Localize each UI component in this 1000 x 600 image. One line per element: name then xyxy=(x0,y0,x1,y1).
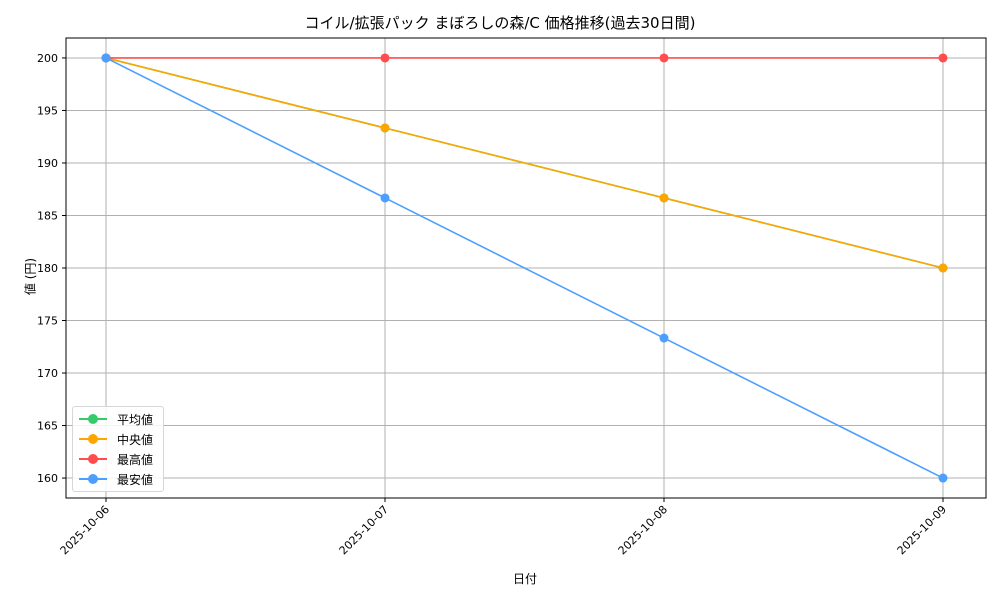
y-tick-label: 175 xyxy=(37,315,58,328)
data-point-marker xyxy=(380,193,390,203)
data-point-marker xyxy=(938,53,948,63)
data-point-marker xyxy=(659,333,669,343)
series-line xyxy=(105,57,944,479)
x-axis-label: 日付 xyxy=(512,572,537,586)
legend-marker-icon xyxy=(88,434,98,444)
legend-item-median: 中央値 xyxy=(73,429,163,449)
legend-label: 最安値 xyxy=(117,473,154,487)
x-tick-label: 2025-10-06 xyxy=(58,503,112,557)
data-point-marker xyxy=(659,53,669,63)
data-point-marker xyxy=(101,53,111,63)
legend-item-min: 最安値 xyxy=(73,469,163,489)
x-tick-label: 2025-10-07 xyxy=(337,503,391,557)
legend-label: 最高値 xyxy=(117,453,154,467)
legend-marker-icon xyxy=(88,414,98,424)
y-tick-label: 160 xyxy=(37,472,58,485)
legend-label: 中央値 xyxy=(117,433,154,447)
data-point-marker xyxy=(938,473,948,483)
x-tick-label: 2025-10-08 xyxy=(616,503,670,557)
legend-marker-icon xyxy=(88,474,98,484)
chart-title: コイル/拡張パック まぼろしの森/C 価格推移(過去30日間) xyxy=(304,14,696,32)
y-tick-label: 200 xyxy=(37,52,58,65)
y-tick-label: 190 xyxy=(37,157,58,170)
data-point-marker xyxy=(380,123,390,133)
y-tick-label: 165 xyxy=(37,420,58,433)
legend-item-max: 最高値 xyxy=(73,449,163,469)
legend-marker-icon xyxy=(88,454,98,464)
y-tick-label: 185 xyxy=(37,209,58,222)
y-tick-label: 195 xyxy=(37,104,58,117)
data-point-marker xyxy=(659,193,669,203)
series-line xyxy=(105,57,944,269)
data-point-marker xyxy=(938,263,948,273)
legend: 平均値 中央値 最高値 最安値 xyxy=(72,406,164,492)
data-point-marker xyxy=(380,53,390,63)
y-axis-label: 値 (円) xyxy=(23,257,38,296)
legend-item-average: 平均値 xyxy=(73,409,163,429)
x-tick-label: 2025-10-09 xyxy=(895,503,949,557)
y-tick-label: 170 xyxy=(37,367,58,380)
legend-label: 平均値 xyxy=(117,413,154,427)
y-tick-label: 180 xyxy=(37,262,58,275)
